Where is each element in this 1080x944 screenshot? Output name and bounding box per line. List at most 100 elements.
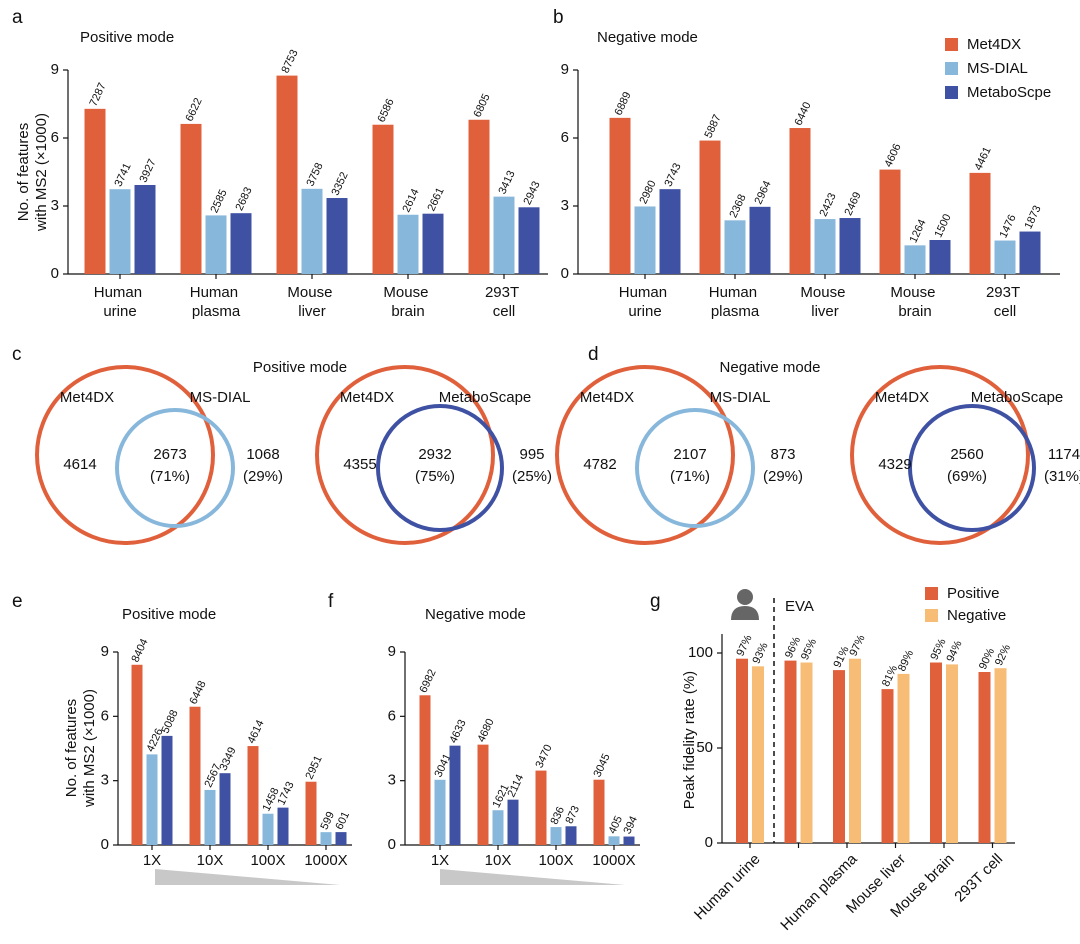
y-tick-label: 0 [101,836,109,853]
bar [904,245,926,274]
value-label: 3045 [591,752,612,779]
value-label: 873 [563,804,582,826]
value-label: 6622 [183,96,204,123]
venn-count: 2107 [673,446,706,463]
bar [930,662,942,843]
value-label: 2614 [400,187,421,214]
x-tick-label: Human plasma [777,850,861,934]
y-axis-label: with MS2 (×1000) [33,113,50,232]
legend-swatch [925,587,938,600]
bar [372,124,394,274]
bar [659,189,681,274]
bar [422,213,444,274]
bar [789,128,811,274]
dilution-wedge [155,869,340,885]
bar [699,140,721,274]
bar [881,689,894,843]
value-label: 2585 [208,188,229,215]
value-label: 2964 [752,179,773,206]
y-axis-label: No. of features [15,123,32,221]
venn-percent: (25%) [512,468,552,485]
x-tick-label: 1000X [592,852,635,869]
value-label: 2980 [637,179,658,206]
venn-percent: (71%) [670,468,710,485]
value-label: 394 [621,814,640,836]
bar [535,770,547,845]
value-label: 92% [993,642,1013,667]
bar [146,754,158,845]
value-label: 2423 [817,191,838,218]
venn-circle [35,365,215,545]
x-tick-label: 100X [250,852,285,869]
panel-title: Negative mode [597,29,698,46]
value-label: 5887 [702,113,723,140]
bar [161,735,173,845]
bar [814,219,836,274]
bar [897,673,910,843]
venn-count: 4329 [878,456,911,473]
bar [449,745,461,845]
panel-label: g [650,591,661,612]
bar [180,123,202,274]
venn-circle [115,408,235,528]
set-label: MS-DIAL [190,389,251,406]
venn-count: 2932 [418,446,451,463]
panel-title: Positive mode [80,29,174,46]
legend-swatch [945,38,958,51]
venn-count: 995 [519,446,544,463]
value-label: 89% [896,648,916,673]
value-label: 601 [333,810,352,832]
value-label: 1264 [907,218,928,245]
venn-circle [908,404,1036,532]
bar [978,672,991,843]
x-tick-label: Human urine [619,284,672,320]
x-tick-label: 1X [431,852,449,869]
venn-count: 1068 [246,446,279,463]
y-tick-label: 0 [561,265,569,282]
panel-title: Negative mode [425,606,526,623]
bar [493,196,515,274]
bar [434,779,446,845]
bar [929,240,951,274]
value-label: 97% [847,633,867,658]
bar [839,218,861,274]
value-label: 6440 [792,100,813,127]
value-label: 1873 [1022,204,1043,231]
bar [247,746,259,845]
value-label: 836 [548,805,567,827]
set-label: Met4DX [340,389,394,406]
panel-label: e [12,591,23,612]
bar [131,664,143,845]
bar [507,799,519,845]
value-label: 4606 [882,142,903,169]
value-label: 2114 [505,773,526,800]
legend-swatch [945,62,958,75]
bar [189,706,201,845]
value-label: 6982 [417,668,438,695]
y-tick-label: 0 [388,836,396,853]
bar [724,220,746,274]
y-tick-label: 6 [101,707,109,724]
panel-title: Positive mode [253,359,347,376]
venn-percent: (31%) [1044,468,1080,485]
y-tick-label: 9 [101,643,109,660]
bar [593,779,605,845]
value-label: 2943 [521,180,542,207]
venn-count: 4782 [583,456,616,473]
value-label: 3470 [533,743,554,770]
y-tick-label: 3 [388,772,396,789]
bar [879,169,901,274]
value-label: 3743 [662,161,683,188]
value-label: 6448 [187,679,208,706]
x-tick-label: Mouse liver [800,284,849,320]
bar [277,807,289,845]
value-label: 405 [606,814,625,836]
value-label: 599 [318,810,337,832]
bar [305,781,317,845]
bar [994,668,1007,843]
y-tick-label: 9 [561,61,569,78]
venn-percent: (75%) [415,468,455,485]
x-tick-label: 100X [538,852,573,869]
bar [84,108,106,274]
